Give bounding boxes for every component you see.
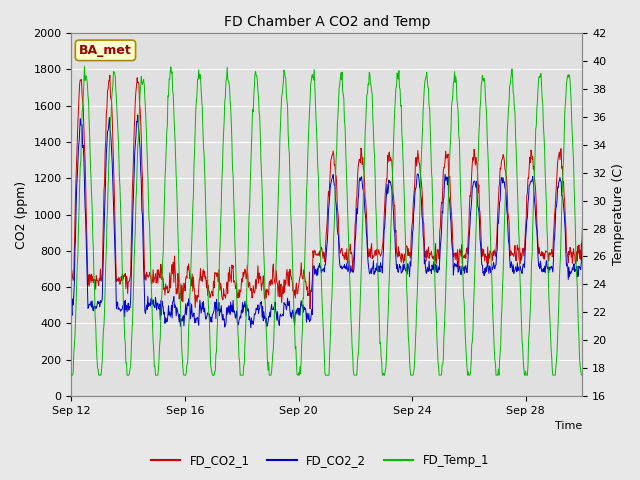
Legend: FD_CO2_1, FD_CO2_2, FD_Temp_1: FD_CO2_1, FD_CO2_2, FD_Temp_1	[146, 449, 494, 472]
X-axis label: Time: Time	[556, 421, 582, 432]
Y-axis label: CO2 (ppm): CO2 (ppm)	[15, 180, 28, 249]
Title: FD Chamber A CO2 and Temp: FD Chamber A CO2 and Temp	[224, 15, 430, 29]
Y-axis label: Temperature (C): Temperature (C)	[612, 164, 625, 265]
Text: BA_met: BA_met	[79, 44, 132, 57]
